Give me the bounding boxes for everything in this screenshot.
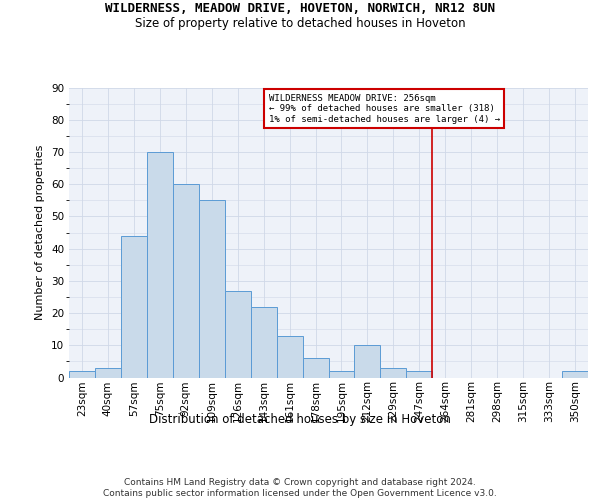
Bar: [380, 368, 406, 378]
Text: WILDERNESS MEADOW DRIVE: 256sqm
← 99% of detached houses are smaller (318)
1% of: WILDERNESS MEADOW DRIVE: 256sqm ← 99% of…: [269, 94, 500, 124]
Bar: [95, 368, 121, 378]
Text: Size of property relative to detached houses in Hoveton: Size of property relative to detached ho…: [134, 18, 466, 30]
Bar: [251, 306, 277, 378]
Bar: [406, 371, 432, 378]
Bar: [562, 371, 588, 378]
Bar: [69, 371, 95, 378]
Bar: [302, 358, 329, 378]
Bar: [277, 336, 302, 378]
Bar: [355, 346, 380, 378]
Bar: [121, 236, 147, 378]
Text: Distribution of detached houses by size in Hoveton: Distribution of detached houses by size …: [149, 412, 451, 426]
Bar: [173, 184, 199, 378]
Text: Contains HM Land Registry data © Crown copyright and database right 2024.
Contai: Contains HM Land Registry data © Crown c…: [103, 478, 497, 498]
Bar: [225, 290, 251, 378]
Text: WILDERNESS, MEADOW DRIVE, HOVETON, NORWICH, NR12 8UN: WILDERNESS, MEADOW DRIVE, HOVETON, NORWI…: [105, 2, 495, 16]
Y-axis label: Number of detached properties: Number of detached properties: [35, 145, 46, 320]
Bar: [329, 371, 355, 378]
Bar: [199, 200, 224, 378]
Bar: [147, 152, 173, 378]
